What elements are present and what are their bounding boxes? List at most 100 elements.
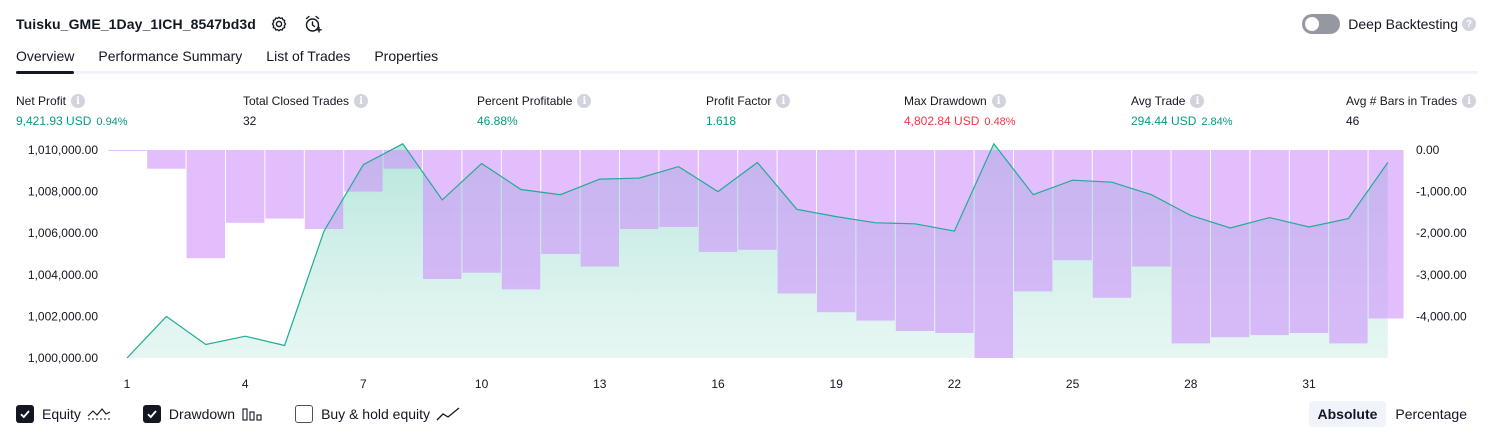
metric-percent: 0.94% bbox=[96, 116, 128, 128]
help-icon[interactable]: ? bbox=[1462, 17, 1476, 31]
drawdown-bar bbox=[895, 150, 935, 331]
x-tick-label: 10 bbox=[475, 377, 489, 391]
view-mode-switch: Absolute Percentage bbox=[1308, 400, 1477, 428]
x-tick-label: 19 bbox=[830, 377, 844, 391]
drawdown-bar bbox=[344, 150, 383, 192]
trend-line-icon bbox=[436, 406, 460, 422]
drawdown-bar bbox=[423, 150, 462, 279]
drawdown-bar bbox=[462, 150, 501, 273]
absolute-button[interactable]: Absolute bbox=[1308, 401, 1387, 427]
drawdown-bar bbox=[580, 150, 619, 267]
drawdown-bar bbox=[226, 150, 265, 223]
x-tick-label: 1 bbox=[124, 377, 131, 391]
checkbox-checked-icon[interactable] bbox=[16, 405, 34, 423]
y-left-tick-label: 1,006,000.00 bbox=[28, 226, 98, 240]
tab-bar: Overview Performance Summary List of Tra… bbox=[16, 46, 1478, 74]
drawdown-bar bbox=[777, 150, 816, 294]
info-icon[interactable]: i bbox=[1462, 94, 1477, 108]
chart-legend: Equity Drawdown Buy & hold equity bbox=[16, 402, 492, 426]
drawdown-bar bbox=[1329, 150, 1368, 344]
drawdown-bar bbox=[1250, 150, 1289, 336]
info-icon[interactable]: i bbox=[71, 94, 86, 108]
drawdown-bar bbox=[698, 150, 738, 252]
legend-label: Buy & hold equity bbox=[321, 406, 431, 422]
metrics-row: Net Profit i 9,421.93 USD 0.94% Total Clos… bbox=[16, 94, 1478, 130]
metric-value: 294.44 USD bbox=[1131, 114, 1197, 128]
tab-properties[interactable]: Properties bbox=[374, 48, 439, 64]
deep-backtesting: Deep Backtesting ? bbox=[1302, 12, 1476, 36]
y-right-tick-label: -1,000.00 bbox=[1416, 185, 1467, 199]
y-right-tick-label: -2,000.00 bbox=[1416, 226, 1467, 240]
drawdown-bar bbox=[738, 150, 777, 250]
bars-icon bbox=[241, 406, 263, 422]
drawdown-bar bbox=[147, 150, 186, 169]
info-icon[interactable]: i bbox=[991, 94, 1006, 108]
drawdown-bar bbox=[108, 150, 147, 151]
metric-total-closed-trades: Total Closed Trades i 32 bbox=[243, 94, 369, 128]
drawdown-bar bbox=[304, 150, 344, 229]
toggle-knob bbox=[1305, 17, 1320, 31]
y-left-tick-label: 1,008,000.00 bbox=[28, 185, 98, 199]
metric-percent-profitable: Percent Profitable i 46.88% bbox=[477, 94, 592, 128]
drawdown-bar bbox=[1368, 150, 1404, 319]
info-icon[interactable]: i bbox=[354, 94, 369, 108]
info-icon[interactable]: i bbox=[1190, 94, 1205, 108]
legend-drawdown[interactable]: Drawdown bbox=[142, 405, 263, 423]
y-left-tick-label: 1,010,000.00 bbox=[28, 143, 98, 157]
y-right-tick-label: -3,000.00 bbox=[1416, 268, 1467, 282]
metric-label: Net Profit bbox=[16, 94, 67, 108]
y-right-tick-label: -4,000.00 bbox=[1416, 309, 1467, 323]
metric-label: Percent Profitable bbox=[477, 94, 573, 108]
y-left-tick-label: 1,004,000.00 bbox=[28, 268, 98, 282]
drawdown-bar bbox=[1014, 150, 1053, 292]
metric-label: Max Drawdown bbox=[904, 94, 987, 108]
equity-drawdown-chart[interactable]: 1,000,000.00 1,002,000.00 1,004,000.00 1,00… bbox=[0, 140, 1494, 396]
drawdown-bar bbox=[1053, 150, 1092, 261]
info-icon[interactable]: i bbox=[776, 94, 791, 108]
metric-net-profit: Net Profit i 9,421.93 USD 0.94% bbox=[16, 94, 128, 128]
equity-line bbox=[126, 142, 1389, 359]
drawdown-bar bbox=[1171, 150, 1210, 344]
metric-avg-trade: Avg Trade i 294.44 USD 2.84% bbox=[1131, 94, 1233, 128]
info-icon[interactable]: i bbox=[577, 94, 592, 108]
drawdown-bar bbox=[501, 150, 541, 290]
metric-value: 1.618 bbox=[706, 114, 737, 128]
deep-backtesting-toggle[interactable] bbox=[1302, 14, 1341, 34]
x-tick-label: 4 bbox=[242, 377, 249, 391]
metric-percent: 0.48% bbox=[984, 116, 1016, 128]
alarm-clock-plus-icon[interactable] bbox=[302, 13, 324, 35]
metric-label: Avg Trade bbox=[1131, 94, 1186, 108]
drawdown-bar bbox=[541, 150, 580, 254]
drawdown-bar bbox=[1289, 150, 1329, 333]
x-tick-label: 7 bbox=[360, 377, 367, 391]
tab-performance-summary[interactable]: Performance Summary bbox=[98, 48, 243, 64]
gear-icon[interactable] bbox=[268, 13, 290, 35]
drawdown-bar bbox=[1132, 150, 1171, 267]
x-tick-label: 25 bbox=[1066, 377, 1080, 391]
x-tick-label: 16 bbox=[711, 377, 725, 391]
x-tick-label: 28 bbox=[1184, 377, 1198, 391]
tab-overview[interactable]: Overview bbox=[16, 46, 75, 74]
drawdown-bar bbox=[935, 150, 974, 333]
strategy-title: Tuisku_GME_1Day_1ICH_8547bd3d bbox=[16, 16, 256, 32]
metric-percent: 2.84% bbox=[1201, 116, 1233, 128]
drawdown-bar bbox=[659, 150, 698, 227]
metric-max-drawdown: Max Drawdown i 4,802.84 USD 0.48% bbox=[904, 94, 1016, 128]
drawdown-bar bbox=[186, 150, 225, 259]
drawdown-bar bbox=[383, 150, 422, 169]
checkbox-checked-icon[interactable] bbox=[142, 405, 161, 423]
legend-equity[interactable]: Equity bbox=[16, 405, 111, 423]
legend-label: Drawdown bbox=[168, 406, 236, 422]
metric-label: Total Closed Trades bbox=[243, 94, 350, 108]
y-left-tick-label: 1,000,000.00 bbox=[28, 351, 98, 365]
checkbox-unchecked-icon[interactable] bbox=[295, 405, 314, 423]
tab-list-of-trades[interactable]: List of Trades bbox=[266, 48, 351, 64]
percentage-button[interactable]: Percentage bbox=[1395, 406, 1467, 422]
equity-line-icon bbox=[87, 406, 111, 422]
metric-value: 46 bbox=[1346, 114, 1360, 128]
metric-label: Profit Factor bbox=[706, 94, 772, 108]
metric-value: 46.88% bbox=[477, 114, 518, 128]
metric-profit-factor: Profit Factor i 1.618 bbox=[706, 94, 791, 128]
legend-buy-hold[interactable]: Buy & hold equity bbox=[295, 405, 460, 423]
drawdown-bar bbox=[1092, 150, 1132, 298]
